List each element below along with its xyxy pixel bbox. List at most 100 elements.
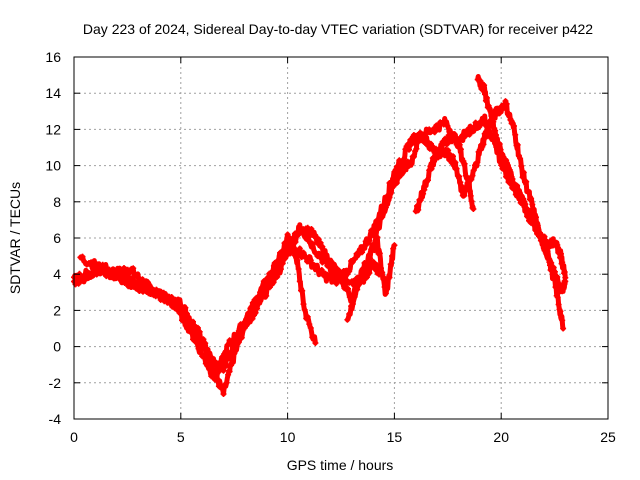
data-point-marker [431, 129, 438, 136]
data-point-marker [435, 125, 442, 132]
data-point-marker [229, 358, 236, 365]
data-point-marker [223, 352, 229, 359]
data-point-marker [366, 237, 373, 244]
y-tick-label: 10 [45, 158, 61, 174]
data-point-marker [555, 301, 562, 308]
data-point-marker [503, 100, 510, 107]
data-point-marker [188, 325, 195, 331]
data-point-marker [496, 141, 503, 147]
data-point-marker [217, 362, 224, 369]
data-point-marker [562, 274, 569, 281]
data-point-marker [109, 271, 116, 278]
data-point-marker [415, 206, 422, 213]
data-point-marker [327, 272, 334, 279]
data-point-marker [468, 198, 475, 205]
data-point-marker [312, 234, 319, 241]
data-point-marker [509, 176, 516, 182]
series-markers-track-3 [77, 224, 398, 383]
data-point-marker [315, 236, 322, 243]
data-point-marker [202, 340, 209, 347]
y-tick-label: -2 [49, 375, 62, 391]
data-point-marker [485, 102, 492, 109]
data-point-marker [346, 311, 353, 317]
data-point-marker [493, 136, 500, 143]
data-point-marker [558, 250, 564, 257]
series-layer [71, 74, 569, 397]
data-point-marker [88, 259, 95, 266]
data-point-marker [346, 268, 353, 275]
data-point-marker [560, 325, 567, 332]
data-point-marker [209, 357, 216, 364]
data-point-marker [80, 276, 87, 283]
data-point-marker [345, 285, 351, 292]
data-point-marker [468, 176, 475, 183]
data-point-marker [436, 150, 442, 157]
data-point-marker [376, 250, 383, 257]
data-point-marker [399, 169, 406, 176]
data-point-marker [292, 239, 299, 245]
data-point-marker [307, 325, 314, 331]
data-point-marker [300, 301, 307, 308]
data-point-marker [490, 118, 497, 125]
grid [74, 57, 608, 419]
data-point-marker [344, 316, 351, 323]
data-point-marker [437, 146, 444, 153]
data-point-marker [555, 280, 562, 287]
data-point-marker [381, 208, 387, 215]
data-point-marker [504, 160, 510, 167]
data-point-marker [179, 317, 185, 324]
x-tick-label: 5 [177, 429, 185, 445]
data-point-marker [366, 252, 373, 259]
data-point-marker [312, 249, 319, 256]
x-tick-label: 25 [600, 429, 616, 445]
data-point-marker [130, 265, 137, 272]
data-point-marker [340, 268, 347, 274]
data-point-marker [518, 163, 525, 169]
data-point-marker [445, 147, 452, 154]
data-point-marker [554, 294, 561, 301]
data-point-marker [245, 312, 252, 318]
data-point-marker [470, 167, 477, 174]
data-point-marker [469, 172, 476, 179]
data-point-marker [484, 124, 491, 131]
data-point-marker [228, 362, 235, 369]
data-point-marker [207, 353, 214, 360]
data-point-marker [448, 137, 455, 144]
data-point-marker [371, 240, 378, 246]
data-point-marker [520, 169, 527, 176]
data-point-marker [511, 123, 517, 129]
data-point-marker [419, 132, 426, 139]
data-point-marker [393, 180, 400, 186]
data-point-marker [222, 363, 229, 370]
data-point-marker [428, 165, 435, 172]
data-point-marker [465, 184, 472, 191]
data-point-marker [551, 268, 558, 275]
x-tick-label: 10 [280, 429, 296, 445]
data-point-marker [558, 314, 565, 320]
data-point-marker [319, 243, 326, 250]
data-point-marker [561, 269, 568, 275]
series-markers-track-7 [474, 75, 569, 281]
data-point-marker [295, 232, 301, 239]
data-point-marker [447, 156, 454, 163]
data-point-marker [390, 183, 397, 190]
data-point-marker [500, 153, 507, 160]
data-point-marker [295, 250, 301, 257]
data-point-marker [193, 339, 200, 346]
data-point-marker [323, 255, 329, 262]
data-point-marker [267, 278, 274, 285]
data-point-marker [482, 91, 488, 98]
data-point-marker [173, 303, 180, 310]
data-point-marker [310, 229, 317, 236]
data-point-marker [467, 192, 474, 199]
data-point-marker [278, 254, 285, 261]
data-point-marker [124, 266, 131, 273]
data-point-marker [554, 274, 561, 280]
data-point-marker [295, 266, 302, 272]
data-point-marker [389, 253, 395, 259]
data-point-marker [143, 288, 150, 295]
data-point-marker [474, 159, 481, 166]
data-point-marker [410, 153, 417, 160]
data-point-marker [476, 124, 483, 130]
data-point-marker [387, 261, 394, 268]
